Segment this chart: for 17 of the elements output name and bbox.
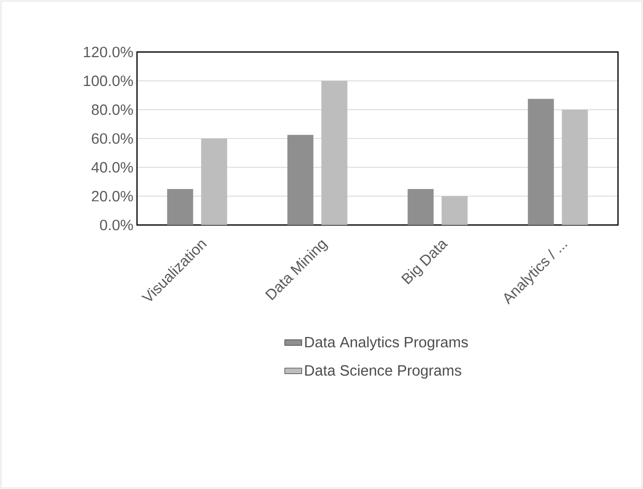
bar [167, 188, 194, 225]
y-tick-label: 80.0% [92, 104, 133, 115]
bar [201, 138, 228, 225]
legend-label: Data Analytics Programs [305, 336, 468, 350]
bar [528, 98, 554, 225]
y-tick-label: 100.0% [84, 76, 133, 86]
legend-label: Data Science Programs [305, 364, 462, 379]
bar [287, 134, 314, 225]
bar [408, 188, 434, 225]
bar [321, 80, 348, 225]
y-tick-label: 120.0% [84, 46, 133, 58]
y-tick-label: 40.0% [91, 162, 133, 173]
y-tick-label: 0.0% [100, 220, 133, 230]
y-tick-label: 60.0% [92, 133, 133, 144]
y-tick-label: 20.0% [92, 190, 133, 202]
bar [562, 110, 588, 225]
bar [442, 196, 468, 225]
